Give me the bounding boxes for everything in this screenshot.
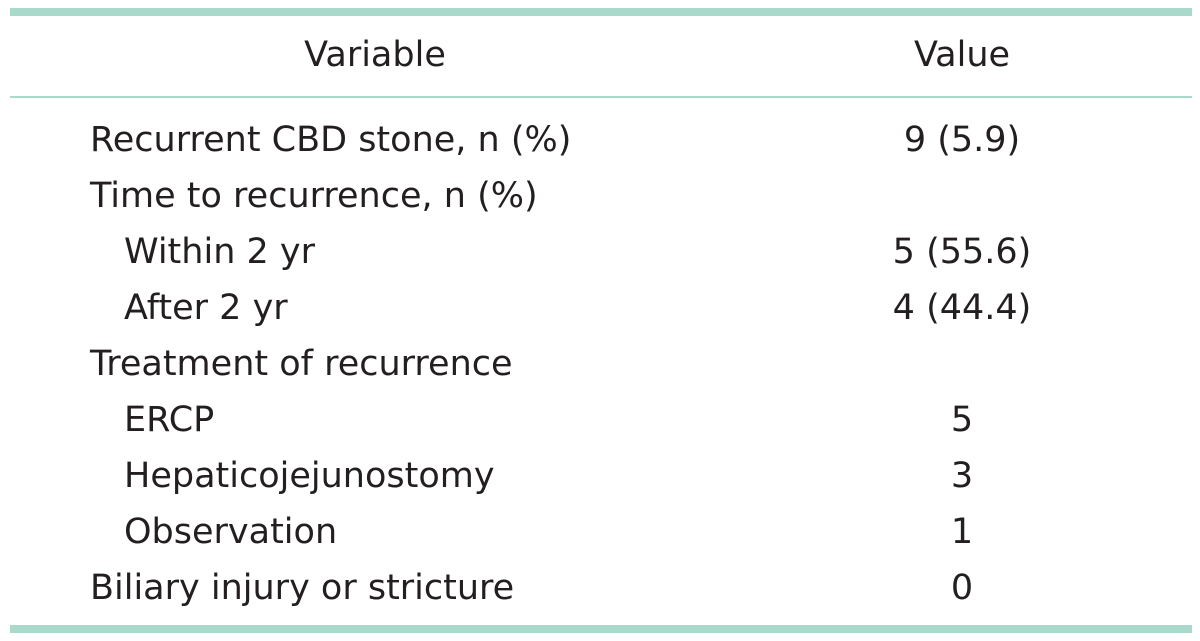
row-value: 1 xyxy=(950,512,974,552)
header-cell: Value xyxy=(913,35,1011,75)
row-label: Observation xyxy=(124,512,338,552)
row-label: Biliary injury or stricture xyxy=(90,568,515,608)
row-value: 4 (44.4) xyxy=(892,288,1032,328)
header-rule xyxy=(10,96,1192,98)
top-rule xyxy=(10,8,1192,16)
row-label: After 2 yr xyxy=(124,288,288,328)
row-value: 5 xyxy=(950,400,974,440)
row-value: 0 xyxy=(950,568,974,608)
row-value: 3 xyxy=(950,456,974,496)
row-value: 5 (55.6) xyxy=(892,232,1032,272)
row-label: Time to recurrence, n (%) xyxy=(90,176,538,216)
header-cell: Variable xyxy=(304,35,446,75)
row-label: Recurrent CBD stone, n (%) xyxy=(90,120,572,160)
row-value: 9 (5.9) xyxy=(903,120,1021,160)
row-label: ERCP xyxy=(124,400,215,440)
row-label: Hepaticojejunostomy xyxy=(124,456,495,496)
row-label: Treatment of recurrence xyxy=(90,344,513,384)
row-label: Within 2 yr xyxy=(124,232,315,272)
bottom-rule xyxy=(10,625,1192,633)
